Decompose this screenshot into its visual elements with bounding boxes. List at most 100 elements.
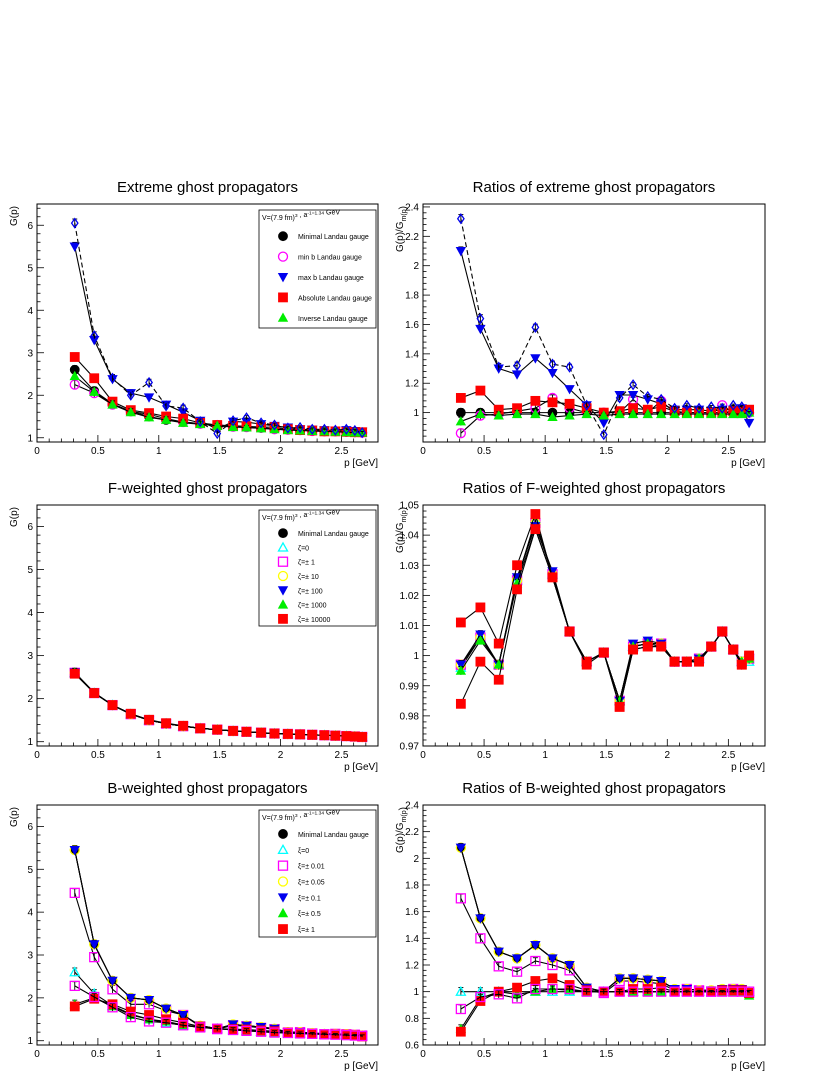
y-tick-label: 3 [27, 651, 33, 662]
data-point [530, 395, 541, 406]
legend-marker [278, 924, 288, 934]
data-point [144, 714, 154, 725]
legend-entry: Minimal Landau gauge [298, 234, 369, 241]
chart-title: Extreme ghost propagators [117, 179, 298, 196]
data-point [270, 419, 279, 431]
data-point [320, 423, 329, 435]
data-point [195, 723, 206, 734]
series-line [460, 218, 750, 436]
data-point [511, 966, 523, 977]
data-point [717, 986, 728, 997]
data-point [143, 996, 155, 1006]
y-tick-label: 3 [27, 951, 33, 962]
data-point [655, 408, 667, 419]
series-6 [69, 668, 368, 742]
data-point [627, 974, 639, 984]
data-point [69, 352, 80, 362]
data-point [629, 379, 638, 391]
legend-entry: ξ=± 0.05 [298, 880, 325, 887]
x-tick-label: 2 [278, 446, 284, 457]
data-point [475, 991, 486, 1003]
data-point [512, 982, 522, 993]
legend-entry: ζ=± 10000 [298, 617, 331, 624]
y-tick-label: 6 [27, 221, 33, 232]
series-line [460, 518, 750, 703]
chart-title: Ratios of B-weighted ghost propagators [462, 780, 726, 797]
y-tick-label: 1 [413, 651, 419, 662]
y-axis-label: G(p) [9, 206, 20, 226]
legend-entry: Minimal Landau gauge [298, 531, 369, 538]
x-tick-label: 0 [420, 446, 426, 457]
data-point [581, 986, 592, 997]
data-point [743, 418, 755, 429]
legend-marker [277, 312, 289, 322]
data-point [627, 390, 639, 401]
x-tick-label: 2 [665, 750, 671, 761]
data-point [493, 638, 504, 649]
data-point [693, 986, 705, 997]
data-area [455, 213, 755, 441]
x-tick-label: 0.5 [91, 446, 105, 457]
series-line [460, 524, 750, 703]
y-tick-label: 5 [27, 865, 33, 876]
series-line [460, 527, 750, 703]
data-point [196, 415, 205, 428]
y-tick-label: 2.4 [405, 202, 419, 213]
x-axis-label: p [GeV] [731, 458, 765, 469]
legend-entry: ξ=± 0.01 [298, 864, 325, 871]
x-tick-label: 1.5 [599, 1049, 613, 1060]
x-tick-label: 1.5 [599, 750, 613, 761]
data-point [728, 644, 739, 655]
data-point [349, 1030, 361, 1041]
series-line [460, 977, 750, 1032]
data-point [493, 674, 504, 685]
data-point [565, 361, 574, 373]
data-point [89, 688, 100, 698]
x-tick-label: 1 [156, 1049, 162, 1060]
data-point [455, 428, 467, 439]
data-point [475, 324, 486, 335]
data-point [706, 641, 717, 652]
legend-marker [278, 613, 288, 624]
data-point [547, 572, 558, 583]
legend-header: V=(7.9 fm)3 , a-1=1.34 GeV [262, 209, 340, 222]
legend: V=(7.9 fm)3 , a-1=1.34 GeV Minimal Landau… [258, 209, 377, 329]
x-tick-label: 2 [665, 1049, 671, 1060]
y-tick-label: 2.2 [405, 232, 419, 243]
y-tick-label: 0.98 [400, 711, 420, 722]
data-point [177, 1011, 189, 1021]
data-point [69, 242, 80, 252]
y-tick-label: 1.8 [405, 881, 419, 892]
data-point [455, 985, 467, 996]
data-point [213, 427, 222, 440]
y-axis-label: G(p)/Gm(p) [395, 807, 409, 853]
y-tick-label: 1.8 [405, 291, 419, 302]
data-point [143, 393, 155, 403]
series-line [460, 847, 750, 994]
series-6 [455, 973, 755, 1037]
y-axis-label: G(p)/Gm(p) [395, 206, 409, 252]
data-point [319, 730, 330, 741]
y-tick-label: 1.6 [405, 907, 419, 918]
data-point [69, 846, 80, 856]
data-area [455, 509, 755, 712]
legend-box [258, 209, 377, 329]
data-point [177, 1020, 189, 1031]
data-point [656, 641, 667, 652]
data-point [455, 1026, 466, 1037]
data-point [728, 408, 739, 419]
x-tick-label: 2 [278, 1049, 284, 1060]
data-point [564, 983, 575, 995]
legend-marker [278, 231, 288, 242]
chart-panel-p2: Ratios of extreme ghost propagators 0 0.5 1… [395, 179, 766, 469]
series-line [460, 527, 750, 709]
data-area [455, 842, 755, 1037]
legend-marker [277, 599, 289, 609]
data-point [69, 980, 80, 992]
x-tick-label: 0 [34, 446, 40, 457]
data-point [331, 424, 340, 436]
y-tick-label: 1.05 [400, 501, 420, 512]
data-point [242, 412, 251, 424]
data-point [228, 726, 238, 736]
